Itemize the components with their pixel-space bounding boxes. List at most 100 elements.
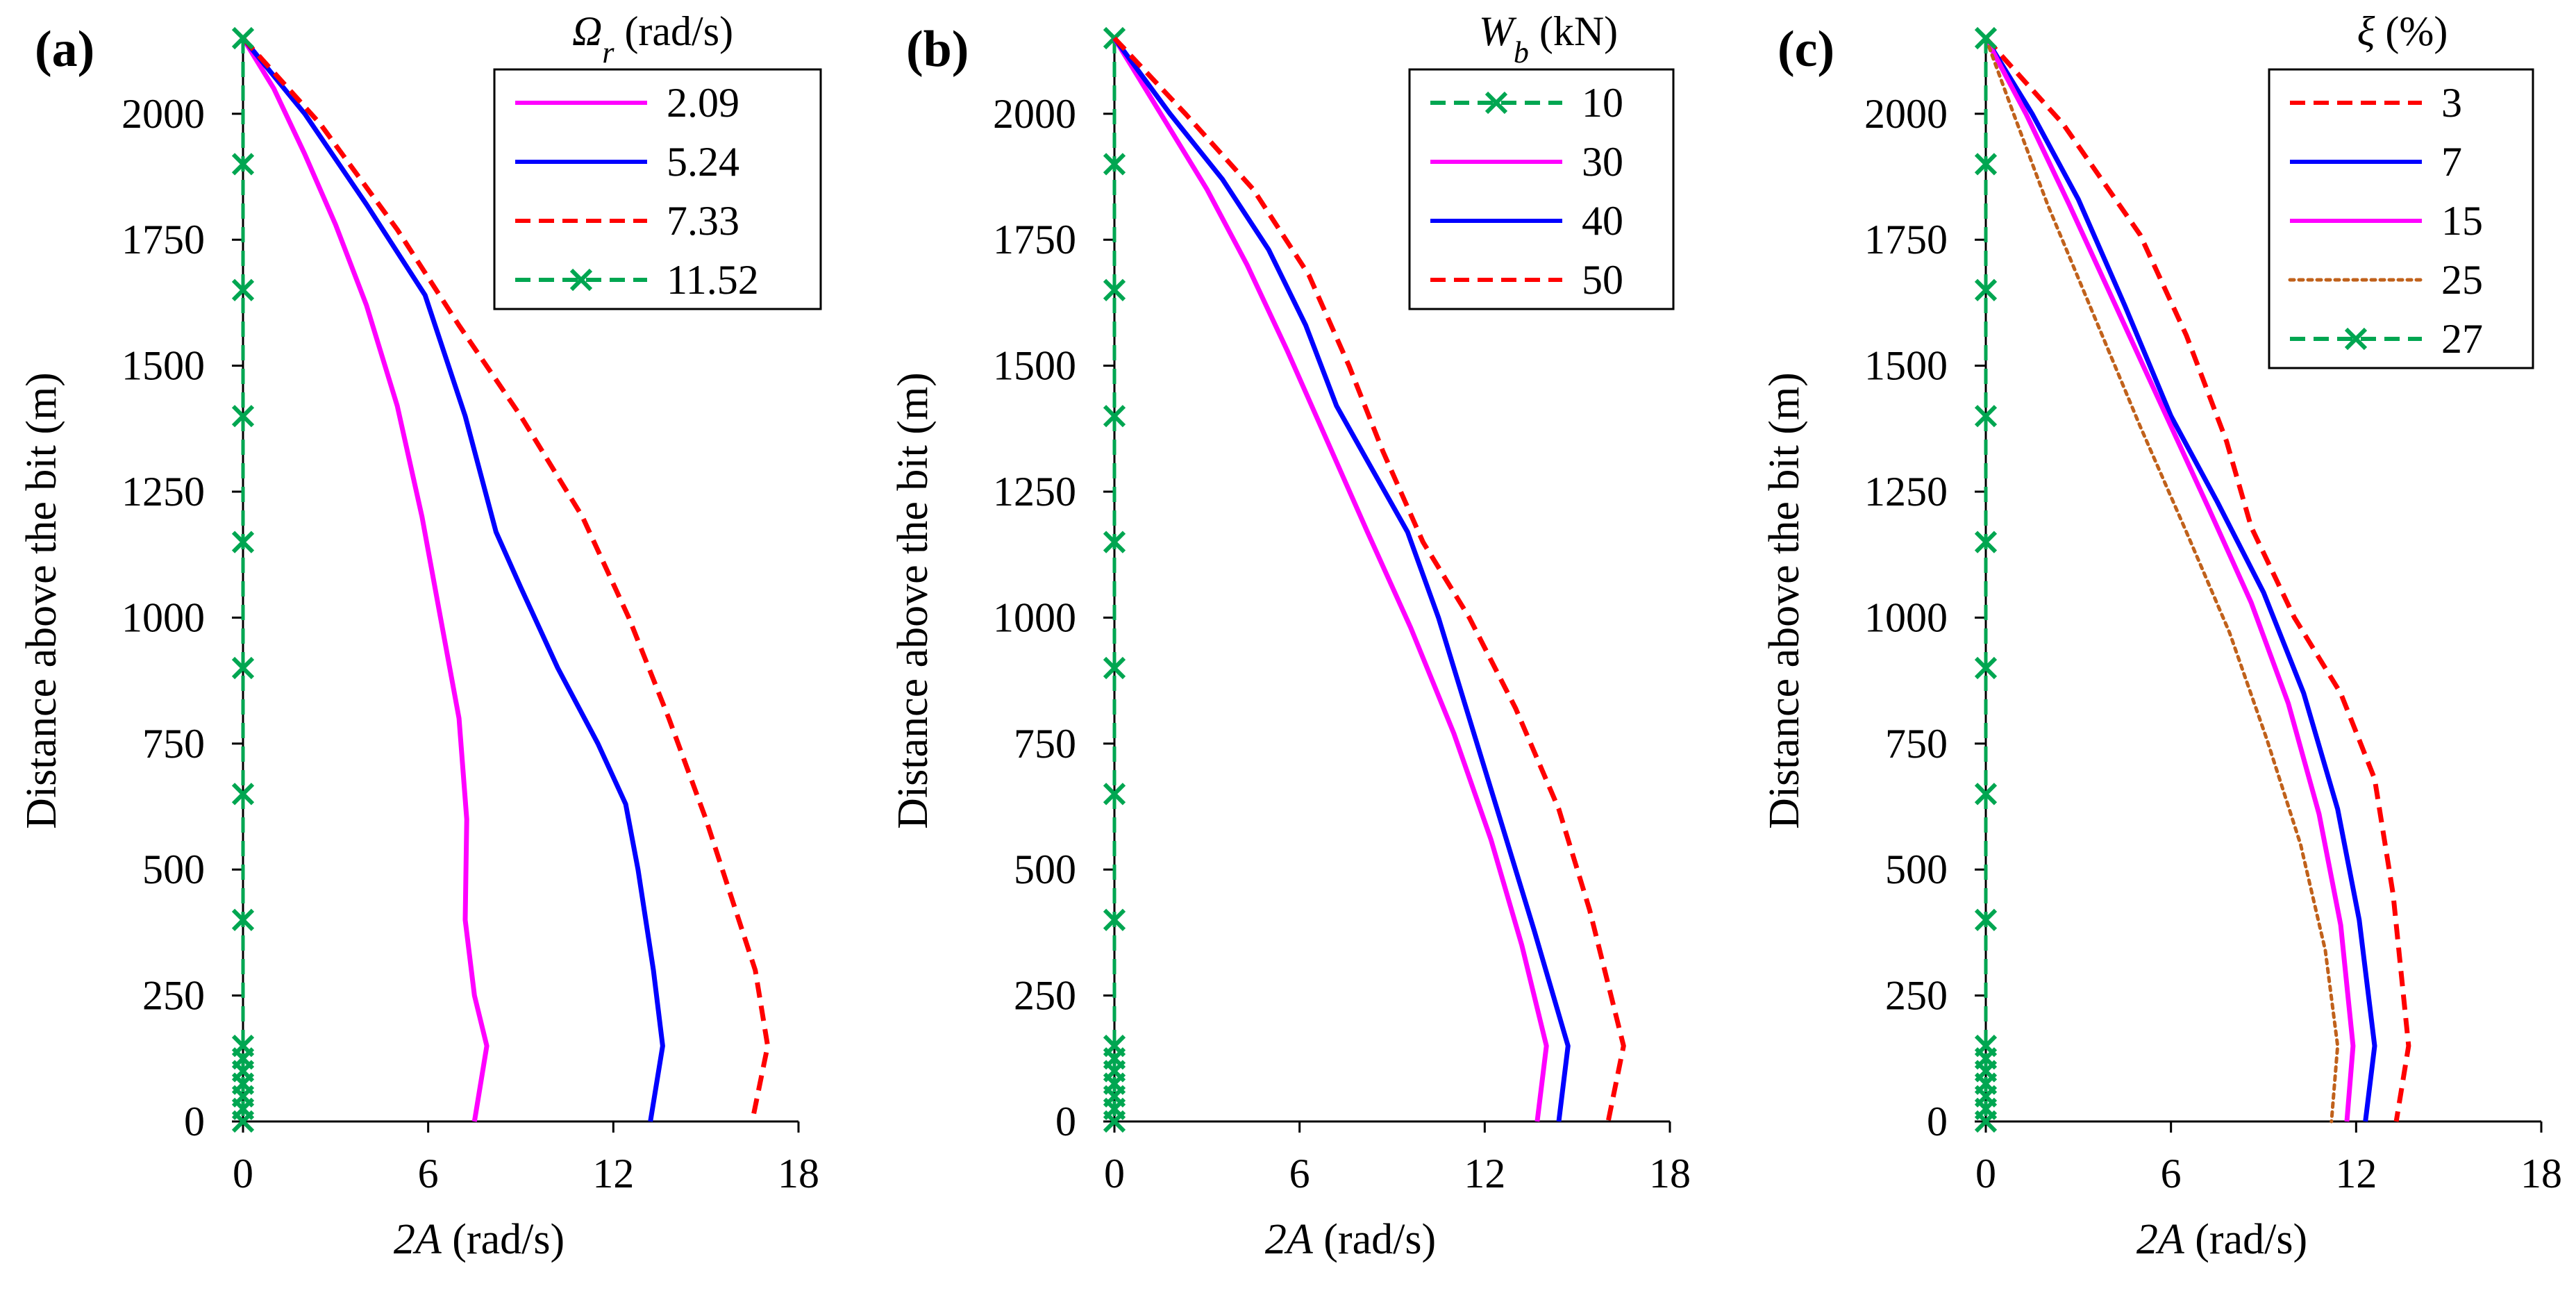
x-tick-label: 6: [1289, 1151, 1310, 1196]
x-tick-label: 0: [1975, 1151, 1996, 1196]
series-marker-11.52: [231, 656, 255, 680]
series-marker-27: [1974, 656, 1998, 680]
x-tick-label: 0: [233, 1151, 253, 1196]
y-tick-label: 500: [1885, 846, 1948, 892]
series-marker-10: [1103, 656, 1126, 680]
x-tick-label: 12: [592, 1151, 634, 1196]
y-tick-label: 1250: [122, 469, 205, 515]
series-marker-10: [1103, 278, 1126, 301]
series-marker-11.52: [231, 26, 255, 50]
y-axis-title: Distance above the bit (m): [889, 372, 937, 829]
legend-entry-15: 15: [2441, 198, 2483, 244]
series-marker-27: [1974, 783, 1998, 806]
chart-panel-1: (b) 0 250 500 750 1000 1250 1500 1750 2000 0 6 12 18 D…: [889, 8, 1691, 1263]
y-tick-label: 250: [1014, 973, 1076, 1019]
x-tick-label: 12: [2335, 1151, 2377, 1196]
x-axis-title: 2A (rad/s): [1265, 1216, 1436, 1263]
series-line-25: [1984, 36, 2340, 1124]
y-tick-label: 1750: [993, 217, 1076, 262]
legend-title: ξ (%): [2357, 8, 2448, 54]
legend-marker-11.52: [569, 268, 593, 292]
y-tick-label: 1500: [993, 343, 1076, 389]
x-tick-label: 18: [778, 1151, 819, 1196]
y-tick-label: 0: [1055, 1099, 1076, 1144]
chart-panel-0: (a) 0 250 500 750 1000 1250 1500 1750 2000 0 6 12 18 D…: [18, 8, 822, 1263]
series-marker-27: [1974, 26, 1998, 50]
y-tick-label: 250: [142, 973, 205, 1019]
series-line-5.24: [241, 36, 665, 1122]
panel-label: (b): [906, 21, 969, 78]
series-marker-11.52: [231, 405, 255, 428]
legend-title: Ωr (rad/s): [572, 8, 733, 69]
y-tick-label: 750: [1014, 721, 1076, 767]
y-tick-label: 750: [142, 721, 205, 767]
y-tick-label: 0: [184, 1099, 205, 1144]
series-marker-11.52: [231, 783, 255, 806]
legend-entry-5.24: 5.24: [667, 139, 739, 185]
panel-label: (a): [35, 21, 94, 78]
series-line-15: [1983, 37, 2356, 1122]
y-tick-label: 1500: [122, 343, 205, 389]
legend-entry-11.52: 11.52: [667, 257, 759, 303]
x-tick-label: 18: [1649, 1151, 1691, 1196]
x-tick-label: 18: [2520, 1151, 2562, 1196]
y-tick-label: 1250: [1864, 469, 1948, 515]
series-marker-27: [1974, 1110, 1998, 1133]
series-marker-27: [1974, 153, 1998, 176]
legend-box: [493, 68, 822, 310]
series-marker-27: [1974, 405, 1998, 428]
y-tick-label: 2000: [993, 91, 1076, 137]
series-marker-10: [1103, 1110, 1126, 1133]
series-line-7: [1984, 37, 2377, 1122]
legend-entry-27: 27: [2441, 316, 2483, 362]
y-tick-label: 1500: [1864, 343, 1948, 389]
series-marker-11.52: [231, 531, 255, 553]
y-tick-label: 250: [1885, 973, 1948, 1019]
series-marker-10: [1103, 405, 1126, 428]
x-axis-title: 2A (rad/s): [2136, 1216, 2307, 1263]
y-tick-label: 0: [1927, 1099, 1948, 1144]
chart-panel-2: (c) 0 250 500 750 1000 1250 1500 1750 2000 0 6 12 18 D…: [1761, 8, 2562, 1263]
legend-entry-2.09: 2.09: [667, 80, 739, 126]
series-marker-10: [1103, 531, 1126, 553]
y-tick-label: 1750: [1864, 217, 1948, 262]
series-marker-27: [1974, 531, 1998, 553]
x-tick-label: 6: [418, 1151, 439, 1196]
y-tick-label: 1000: [1864, 594, 1948, 640]
series-line-50: [1112, 36, 1626, 1122]
y-tick-label: 1000: [122, 594, 205, 640]
series-line-30: [1112, 37, 1549, 1122]
y-tick-label: 1750: [122, 217, 205, 262]
series-marker-11.52: [231, 908, 255, 931]
x-tick-label: 12: [1464, 1151, 1505, 1196]
series-line-2.09: [241, 37, 490, 1122]
series-marker-11.52: [231, 153, 255, 176]
y-axis-title: Distance above the bit (m): [1761, 372, 1808, 829]
series-marker-27: [1974, 908, 1998, 931]
legend-entry-50: 50: [1582, 257, 1623, 303]
legend-entry-30: 30: [1582, 139, 1623, 185]
legend-title: Wb (kN): [1479, 8, 1618, 69]
y-axis-title: Distance above the bit (m): [18, 372, 65, 829]
x-tick-label: 6: [2161, 1151, 2182, 1196]
legend-entry-40: 40: [1582, 198, 1623, 244]
x-axis-title: 2A (rad/s): [394, 1216, 564, 1263]
legend-marker-27: [2344, 327, 2368, 351]
y-tick-label: 1000: [993, 594, 1076, 640]
series-marker-11.52: [231, 278, 255, 301]
legend-box: [1408, 68, 1675, 310]
y-tick-label: 1250: [993, 469, 1076, 515]
series-marker-10: [1103, 783, 1126, 806]
series-marker-27: [1974, 278, 1998, 301]
y-tick-label: 2000: [1864, 91, 1948, 137]
y-tick-label: 750: [1885, 721, 1948, 767]
y-tick-label: 500: [142, 846, 205, 892]
series-marker-10: [1103, 153, 1126, 176]
x-tick-label: 0: [1104, 1151, 1125, 1196]
legend-marker-10: [1484, 91, 1508, 115]
legend-entry-7: 7: [2441, 139, 2462, 185]
legend-entry-3: 3: [2441, 80, 2462, 126]
series-marker-11.52: [231, 1110, 255, 1133]
legend-entry-10: 10: [1582, 80, 1623, 126]
